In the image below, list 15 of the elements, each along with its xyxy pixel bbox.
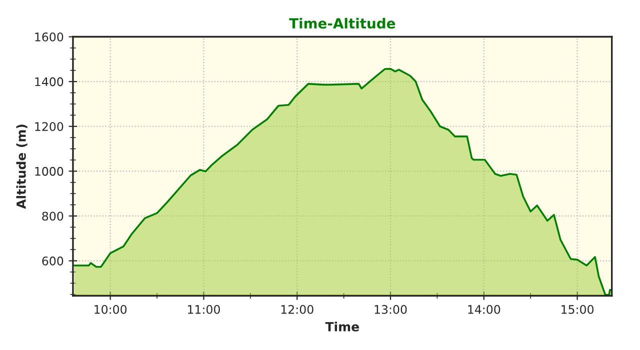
y-tick-label: 1400 [35,77,64,86]
x-tick-label: 15:00 [562,304,594,314]
y-tick-label: 1200 [35,122,64,132]
x-tick-label: 10:00 [94,304,127,314]
y-tick-label: 1000 [35,166,64,176]
x-tick-label: 13:00 [374,304,407,314]
y-tick-label: 1600 [35,32,64,42]
x-axis-title: Time [325,322,359,332]
y-tick-label: 800 [42,212,64,221]
chart-title: Time-Altitude [289,18,396,29]
y-axis-title: Altitude (m) [16,124,28,209]
y-tick-label: 600 [42,256,64,266]
x-tick-label: 11:00 [188,304,220,314]
x-tick-label: 12:00 [281,304,314,314]
x-tick-label: 14:00 [468,304,500,314]
